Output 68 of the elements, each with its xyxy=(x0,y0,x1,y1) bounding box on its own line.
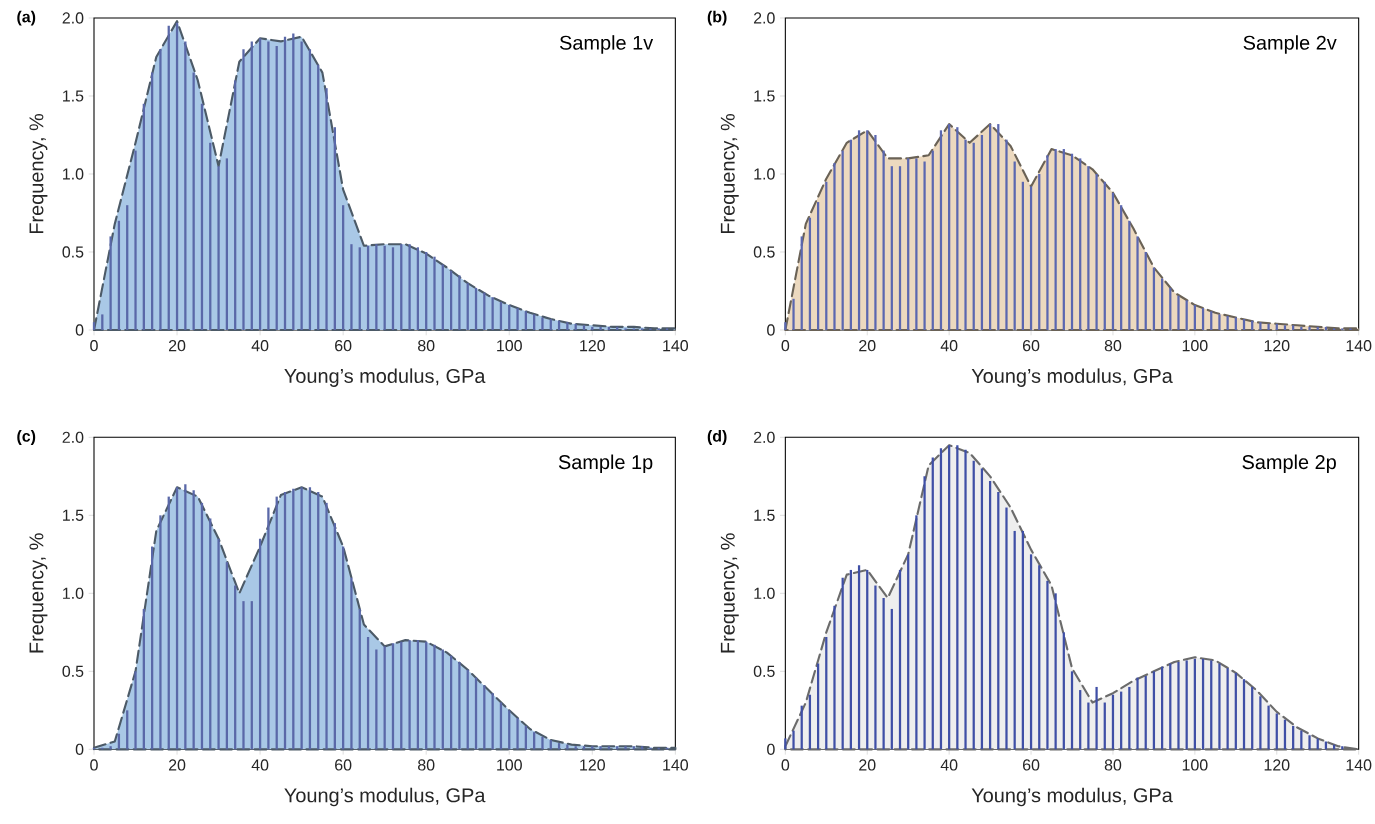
x-tick-label: 0 xyxy=(90,759,98,771)
x-axis-title: Young’s modulus, GPa xyxy=(284,787,486,807)
y-tick-label: 2.0 xyxy=(753,431,775,443)
annotation: Sample 2p xyxy=(1242,454,1336,474)
x-tick-label: 100 xyxy=(1182,340,1208,352)
x-tick-label: 20 xyxy=(168,340,186,352)
x-tick-label: 40 xyxy=(940,759,958,771)
x-tick-label: 120 xyxy=(580,759,605,771)
x-tick-label: 140 xyxy=(1346,340,1372,352)
x-axis-title: Young’s modulus, GPa xyxy=(971,787,1173,807)
x-tick-label: 80 xyxy=(418,340,435,352)
chart-title: (c) xyxy=(17,430,36,445)
y-tick-label: 0.5 xyxy=(62,665,84,677)
x-tick-label: 40 xyxy=(251,759,269,771)
x-tick-label: 20 xyxy=(859,759,876,771)
y-tick-label: 2.0 xyxy=(753,12,775,24)
y-tick-label: 1.5 xyxy=(754,90,775,102)
x-tick-label: 60 xyxy=(335,759,352,771)
x-tick-label: 60 xyxy=(335,340,352,352)
x-tick-label: 20 xyxy=(168,759,186,771)
x-tick-label: 80 xyxy=(1104,759,1122,771)
y-tick-label: 1.0 xyxy=(754,168,775,180)
x-axis-title: Young’s modulus, GPa xyxy=(284,368,486,387)
x-tick-label: 100 xyxy=(497,340,522,352)
chart-title: (b) xyxy=(707,10,727,26)
y-tick-label: 2.0 xyxy=(62,431,84,443)
x-tick-label: 80 xyxy=(1104,340,1122,352)
annotation: Sample 2v xyxy=(1243,35,1337,54)
y-tick-label: 0 xyxy=(75,324,84,336)
y-axis-title: Frequency, % xyxy=(29,114,48,234)
y-tick-label: 2.0 xyxy=(62,12,84,24)
x-tick-label: 40 xyxy=(251,340,269,352)
y-tick-label: 1.0 xyxy=(63,587,84,599)
x-tick-label: 0 xyxy=(781,759,790,771)
x-tick-label: 120 xyxy=(580,340,605,352)
x-tick-label: 80 xyxy=(418,759,435,771)
x-tick-label: 60 xyxy=(1023,340,1040,352)
annotation: Sample 1p xyxy=(558,454,653,474)
y-tick-label: 1.5 xyxy=(63,509,84,521)
y-tick-label: 1.5 xyxy=(63,90,84,102)
x-tick-label: 100 xyxy=(497,759,522,771)
x-tick-label: 140 xyxy=(663,759,689,771)
x-tick-label: 40 xyxy=(940,340,958,352)
y-tick-label: 0 xyxy=(767,324,775,336)
x-tick-label: 20 xyxy=(859,340,876,352)
annotation: Sample 1v xyxy=(559,35,654,54)
chart-title: (a) xyxy=(17,10,36,26)
chart-title: (d) xyxy=(707,430,727,445)
x-tick-label: 60 xyxy=(1023,759,1040,771)
y-tick-label: 1.5 xyxy=(754,509,775,521)
y-tick-label: 0 xyxy=(767,743,775,755)
y-tick-label: 1.0 xyxy=(63,168,84,180)
y-axis-title: Frequency, % xyxy=(720,114,739,234)
y-tick-label: 0.5 xyxy=(62,246,84,258)
x-tick-label: 140 xyxy=(663,340,689,352)
x-tick-label: 100 xyxy=(1182,759,1208,771)
x-tick-label: 0 xyxy=(781,340,790,352)
x-tick-label: 120 xyxy=(1264,759,1290,771)
x-tick-label: 0 xyxy=(90,340,98,352)
y-tick-label: 0.5 xyxy=(753,246,775,258)
y-tick-label: 0.5 xyxy=(753,665,775,677)
y-axis-title: Frequency, % xyxy=(720,533,739,653)
y-tick-label: 1.0 xyxy=(754,587,775,599)
x-axis-title: Young’s modulus, GPa xyxy=(971,368,1173,387)
x-tick-label: 120 xyxy=(1264,340,1290,352)
y-axis-title: Frequency, % xyxy=(29,533,48,653)
y-tick-label: 0 xyxy=(75,743,84,755)
x-tick-label: 140 xyxy=(1346,759,1372,771)
